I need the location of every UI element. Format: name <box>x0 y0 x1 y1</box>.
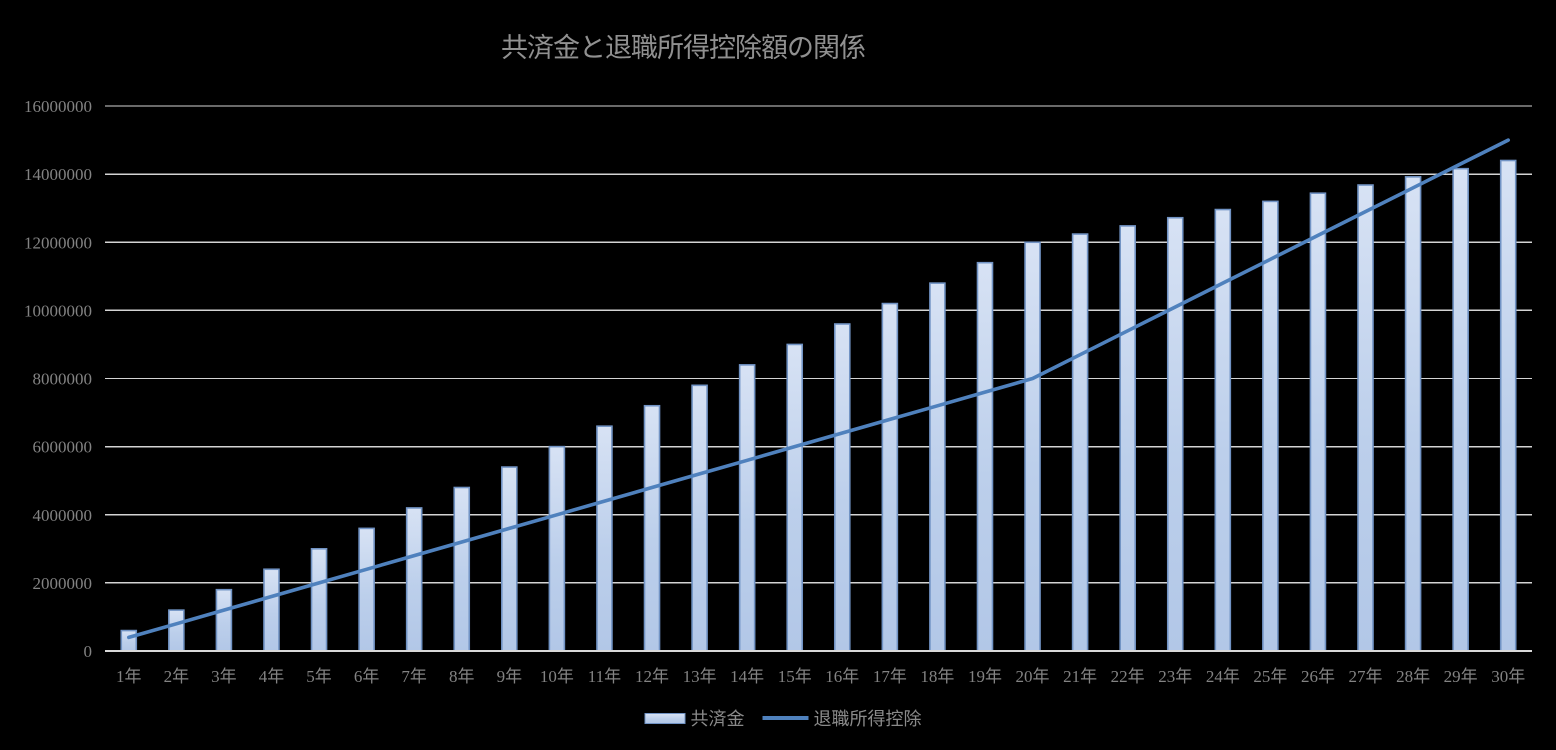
y-tick-label: 10000000 <box>24 301 92 320</box>
x-tick-label: 21年 <box>1063 667 1097 686</box>
x-tick-label: 9年 <box>497 667 523 686</box>
bar <box>833 323 851 652</box>
y-tick-label: 14000000 <box>24 165 92 184</box>
x-tick-label: 19年 <box>968 667 1002 686</box>
bar <box>881 302 899 652</box>
bar-series-swatch <box>644 712 686 724</box>
x-tick-label: 12年 <box>635 667 669 686</box>
bar <box>1071 233 1089 652</box>
x-axis-tick-labels: 1年 2年 3年 4年 5年 6年 7年 8年 9年 10年 11年 12年 13年 14年 15年 16年 1… <box>116 667 1525 686</box>
bar <box>215 588 233 652</box>
bar <box>310 548 328 652</box>
x-tick-label: 5年 <box>306 667 332 686</box>
legend: 共済金 退職所得控除 <box>644 705 922 731</box>
x-tick-label: 28年 <box>1396 667 1430 686</box>
bar <box>976 261 994 652</box>
bar <box>358 527 375 652</box>
bar <box>691 384 708 652</box>
x-tick-label: 4年 <box>259 667 285 686</box>
x-tick-label: 20年 <box>1016 667 1050 686</box>
bar <box>120 629 138 652</box>
x-tick-label: 25年 <box>1253 667 1287 686</box>
x-tick-label: 6年 <box>354 667 380 686</box>
x-tick-label: 18年 <box>920 667 954 686</box>
bar <box>1166 216 1184 652</box>
bar <box>1404 176 1422 652</box>
x-tick-label: 22年 <box>1111 667 1145 686</box>
chart-title: 共済金と退職所得控除額の関係 <box>501 33 866 63</box>
y-tick-label: 12000000 <box>24 233 92 252</box>
bar <box>1499 159 1517 652</box>
bar <box>405 507 423 652</box>
x-tick-label: 13年 <box>683 667 717 686</box>
x-tick-label: 2年 <box>164 667 190 686</box>
bar <box>1309 192 1327 652</box>
x-tick-label: 3年 <box>211 667 237 686</box>
x-tick-label: 14年 <box>730 667 764 686</box>
x-tick-label: 10年 <box>540 667 574 686</box>
bar-series <box>120 159 1517 652</box>
bar <box>1262 200 1279 652</box>
bar <box>786 343 804 652</box>
bar <box>501 466 518 652</box>
bar <box>643 404 661 652</box>
bar <box>738 364 756 652</box>
bar <box>596 425 613 652</box>
x-tick-label: 30年 <box>1491 667 1525 686</box>
bar <box>929 282 946 652</box>
line-series-swatch <box>762 716 809 720</box>
y-tick-label: 6000000 <box>33 438 93 457</box>
x-tick-label: 16年 <box>825 667 859 686</box>
y-tick-label: 16000000 <box>24 97 92 116</box>
bar <box>453 486 471 652</box>
line-series-path <box>127 138 1510 640</box>
x-tick-label: 17年 <box>873 667 907 686</box>
x-tick-label: 24年 <box>1206 667 1240 686</box>
legend-label-taishoku-kojo: 退職所得控除 <box>813 709 922 729</box>
x-tick-label: 26年 <box>1301 667 1335 686</box>
y-tick-label: 8000000 <box>33 370 93 389</box>
x-tick-label: 1年 <box>116 667 142 686</box>
y-tick-label: 2000000 <box>33 574 93 593</box>
bar <box>1214 208 1232 652</box>
line-series <box>127 138 1510 640</box>
bar <box>168 609 185 652</box>
bar <box>1024 241 1041 652</box>
x-tick-label: 27年 <box>1349 667 1383 686</box>
y-tick-label: 4000000 <box>33 506 93 525</box>
gridlines <box>105 105 1532 584</box>
bar <box>1452 167 1469 652</box>
y-axis-tick-labels: 0 2000000 4000000 6000000 8000000 10000000 120… <box>24 97 92 661</box>
x-tick-label: 15年 <box>778 667 812 686</box>
legend-label-kyosaikin: 共済金 <box>690 709 745 729</box>
legend-item-taishoku-kojo: 退職所得控除 <box>762 705 922 731</box>
legend-item-kyosaikin: 共済金 <box>644 705 745 731</box>
x-tick-label: 11年 <box>588 667 621 686</box>
x-tick-label: 8年 <box>449 667 475 686</box>
bar <box>548 445 566 652</box>
bar <box>263 568 280 652</box>
bar <box>1357 184 1374 652</box>
x-tick-label: 7年 <box>401 667 427 686</box>
y-tick-label: 0 <box>84 642 93 661</box>
bar <box>1119 225 1136 652</box>
x-tick-label: 23年 <box>1158 667 1192 686</box>
x-tick-label: 29年 <box>1444 667 1478 686</box>
